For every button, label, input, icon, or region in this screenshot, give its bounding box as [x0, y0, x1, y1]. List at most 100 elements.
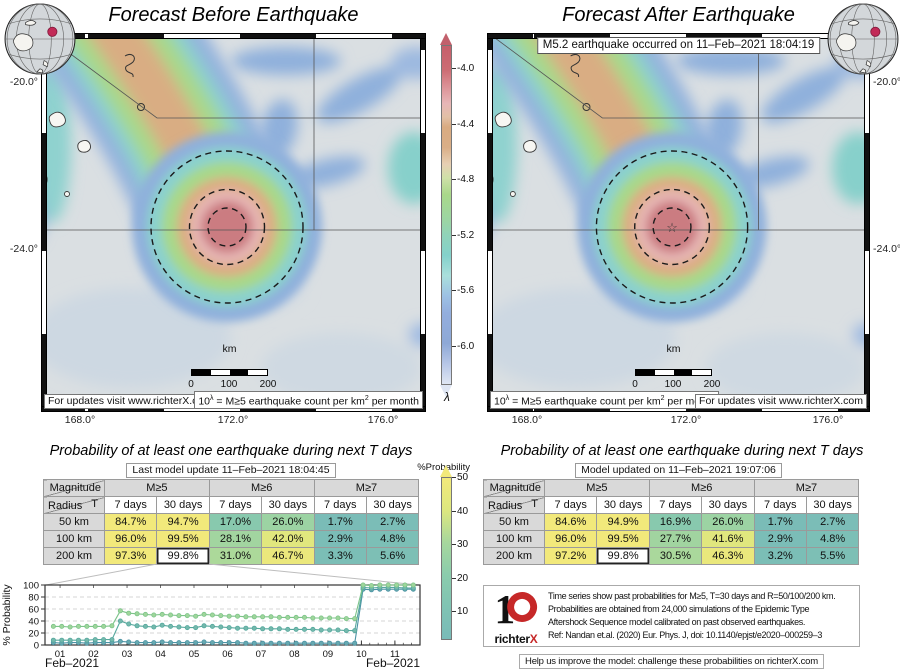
y-tick-label: 20: [28, 629, 39, 640]
prob-table-before: Magnitude M≥5 M≥6 M≥7 Radius T 7 days 30 days 7 …: [43, 479, 420, 565]
series-point: [251, 640, 257, 646]
series-point: [109, 623, 115, 629]
subtitle-wrap-after: Model updated on 11–Feb–2021 19:07:06: [487, 460, 870, 478]
prob-cell: 5.6%: [365, 547, 420, 565]
series-point: [243, 614, 249, 620]
x-tick-label: 10: [356, 649, 367, 660]
series-point: [92, 637, 98, 643]
note-line: Aftershock Sequence model calibrated on …: [548, 617, 806, 627]
series-point: [352, 640, 358, 646]
lon-label: 176.0°: [367, 414, 399, 426]
series-point: [50, 623, 56, 629]
lon-label: 172.0°: [670, 414, 702, 426]
colorbar-tick-label: -5.2: [457, 229, 475, 241]
series-point: [92, 623, 98, 629]
scalebar-tick-0: 0: [188, 379, 194, 390]
series-point: [360, 582, 366, 588]
prob-cell: 94.7%: [156, 513, 210, 531]
series-point: [310, 640, 316, 646]
series-point: [343, 640, 349, 646]
probability-table: Magnitude M≥5 M≥6 M≥7 Radius T 7 days 30 days 7 …: [483, 479, 860, 565]
colorbar-tick: [452, 68, 456, 69]
series-point: [142, 623, 148, 629]
updates-box: For updates visit www.richterX.com: [44, 394, 216, 409]
colorbar-tick-label: -6.0: [457, 341, 475, 352]
prob-cell: 27.7%: [648, 530, 703, 548]
colorbar-tick: [452, 544, 456, 546]
prob-title-after: Probability of at least one earthquake d…: [500, 443, 864, 459]
series-point: [285, 640, 291, 646]
series-point: [101, 637, 107, 643]
lat-label: -24.0°: [9, 243, 38, 255]
series-point: [193, 640, 199, 646]
radius-label: 100 km: [483, 530, 545, 548]
prob-cell: 99.8%: [596, 547, 650, 565]
series-point: [184, 625, 190, 631]
series-point: [142, 611, 148, 617]
series-point: [168, 623, 174, 629]
series-point: [310, 615, 316, 621]
lon-label: 176.0°: [812, 414, 844, 426]
prob-cell: 96.0%: [543, 530, 598, 548]
series-point: [226, 640, 232, 646]
prob-cell: 2.9%: [753, 530, 807, 548]
radius-label: 200 km: [483, 547, 545, 565]
coast-contours: [124, 54, 145, 111]
logo-zero: [507, 591, 538, 622]
series-point: [67, 637, 73, 643]
series-point: [218, 640, 224, 646]
series-point: [276, 626, 282, 632]
series-point: [75, 623, 81, 629]
corner-magnitude: Magnitude: [43, 479, 105, 497]
series-point: [109, 637, 115, 643]
x-tick-label: 04: [155, 649, 166, 660]
colorbar-tick-label: 50: [457, 472, 469, 483]
richterx-logo-icon: 1: [495, 586, 538, 632]
series-point: [184, 613, 190, 619]
model-update-after: Model updated on 11–Feb–2021 19:07:06: [575, 463, 782, 478]
probability-table: Magnitude M≥5 M≥6 M≥7 Radius T 7 days 30 days 7 …: [43, 479, 420, 565]
corner-t: T: [531, 498, 538, 510]
colorbar-tick-label: -4.0: [457, 63, 475, 74]
richterx-logo: 1 richterX: [484, 586, 544, 646]
colorbar-tick-label: -4.8: [457, 174, 475, 186]
region-marker-dot: [47, 26, 58, 37]
days-header: 30 days: [365, 496, 420, 514]
series-point: [134, 640, 140, 646]
radius-label: 50 km: [483, 513, 545, 531]
series-point: [193, 613, 199, 619]
colorbar-tick: [452, 510, 456, 512]
magnitude-header: M≥7: [753, 479, 860, 497]
days-header: 30 days: [156, 496, 210, 514]
series-point: [276, 640, 282, 646]
series-point: [293, 640, 299, 646]
landmasses: [12, 20, 49, 74]
scalebar-unit: km: [222, 343, 237, 355]
series-point: [159, 611, 165, 617]
series-point: [410, 582, 416, 588]
y-axis-label: % Probability: [1, 584, 13, 646]
scalebar-tick-100: 100: [220, 379, 238, 390]
days-header: 30 days: [701, 496, 755, 514]
series-point: [75, 637, 81, 643]
corner-radius-t: Radius T: [483, 496, 545, 514]
series-point: [327, 627, 333, 633]
series-point: [176, 613, 182, 619]
note-line: Ref: Nandan et.al. (2020) Eur. Phys. J, …: [548, 629, 822, 640]
corner-magnitude: Magnitude: [483, 479, 545, 497]
prob-cell: 17.0%: [208, 513, 263, 531]
scalebar-tick-0: 0: [632, 379, 638, 390]
series-point: [159, 639, 165, 645]
map-frame-right: [420, 38, 426, 407]
series-point: [285, 626, 291, 632]
series-point: [134, 611, 140, 617]
x-tick-label: 01: [55, 649, 66, 660]
region-boundary-lines: [41, 34, 426, 231]
days-header: 7 days: [103, 496, 158, 514]
series-point: [301, 626, 307, 632]
series-point: [126, 610, 132, 616]
colorbar-prob: [441, 477, 452, 640]
colorbar-tick: [452, 611, 456, 613]
x-axis-label-left: Feb–2021: [45, 656, 99, 670]
title-before: Forecast Before Earthquake: [108, 4, 359, 26]
